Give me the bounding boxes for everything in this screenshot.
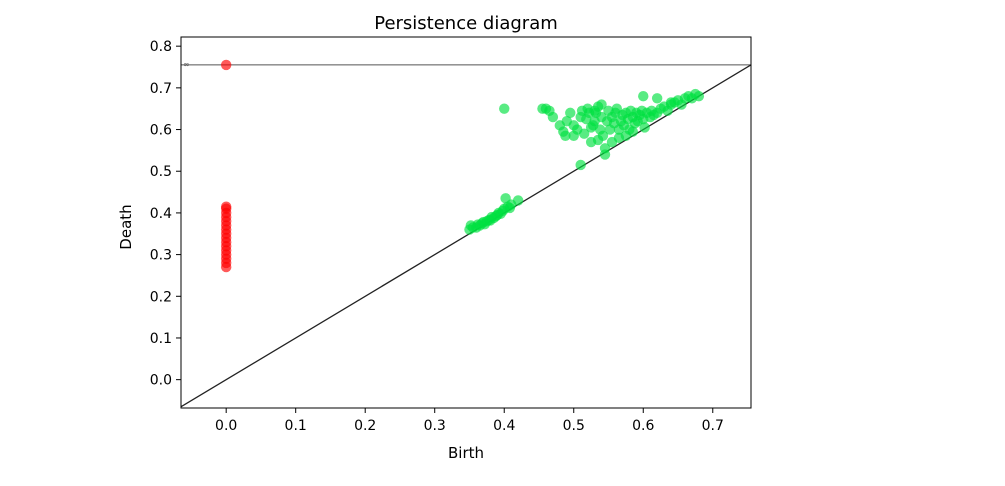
y-tick-label: 0.2 (150, 289, 172, 305)
scatter-point (596, 99, 607, 110)
y-axis-label: Death (117, 204, 135, 249)
chart-title: Persistence diagram (374, 13, 558, 34)
scatter-point (220, 59, 232, 71)
scatter-point (578, 128, 590, 139)
y-tick-label: 0.3 (150, 248, 172, 264)
scatter-point (568, 130, 579, 141)
x-tick-label: 0.3 (424, 418, 446, 434)
x-tick-label: 0.0 (215, 418, 237, 434)
scatter-point (565, 107, 576, 119)
scatter-point (575, 159, 586, 171)
y-tick-label: 0.0 (150, 373, 172, 389)
y-tick-label: 0.6 (150, 123, 172, 139)
scatter-point (599, 143, 611, 154)
scatter-point (627, 126, 639, 137)
y-tick-label: 0.8 (150, 39, 172, 55)
scatter-point (639, 122, 650, 133)
y-tick-label: 0.5 (150, 164, 172, 180)
x-tick-label: 0.4 (493, 418, 515, 434)
x-tick-label: 0.7 (702, 418, 724, 434)
scatter-point (220, 201, 232, 212)
scatter-point (665, 97, 677, 108)
scatter-point (499, 103, 510, 114)
scatter-point (592, 134, 604, 146)
scatter-point (547, 111, 559, 123)
scatter-point (512, 195, 524, 206)
scatter-point (589, 105, 600, 116)
x-tick-label: 0.2 (354, 418, 376, 434)
x-axis-label: Birth (448, 444, 484, 462)
scatter-point (560, 130, 571, 141)
y-tick-label: 0.4 (150, 206, 172, 222)
scatter-point (638, 90, 649, 102)
y-tick-label: 0.7 (150, 81, 172, 97)
x-tick-label: 0.6 (632, 418, 654, 434)
infinity-label: ∞ (183, 60, 190, 69)
y-tick-label: 0.1 (150, 331, 172, 347)
x-tick-label: 0.5 (563, 418, 585, 434)
x-tick-label: 0.1 (285, 418, 307, 434)
scatter-point (585, 122, 597, 133)
scatter-point (693, 90, 705, 102)
plot-frame (180, 36, 752, 409)
scatter-point (651, 93, 663, 104)
